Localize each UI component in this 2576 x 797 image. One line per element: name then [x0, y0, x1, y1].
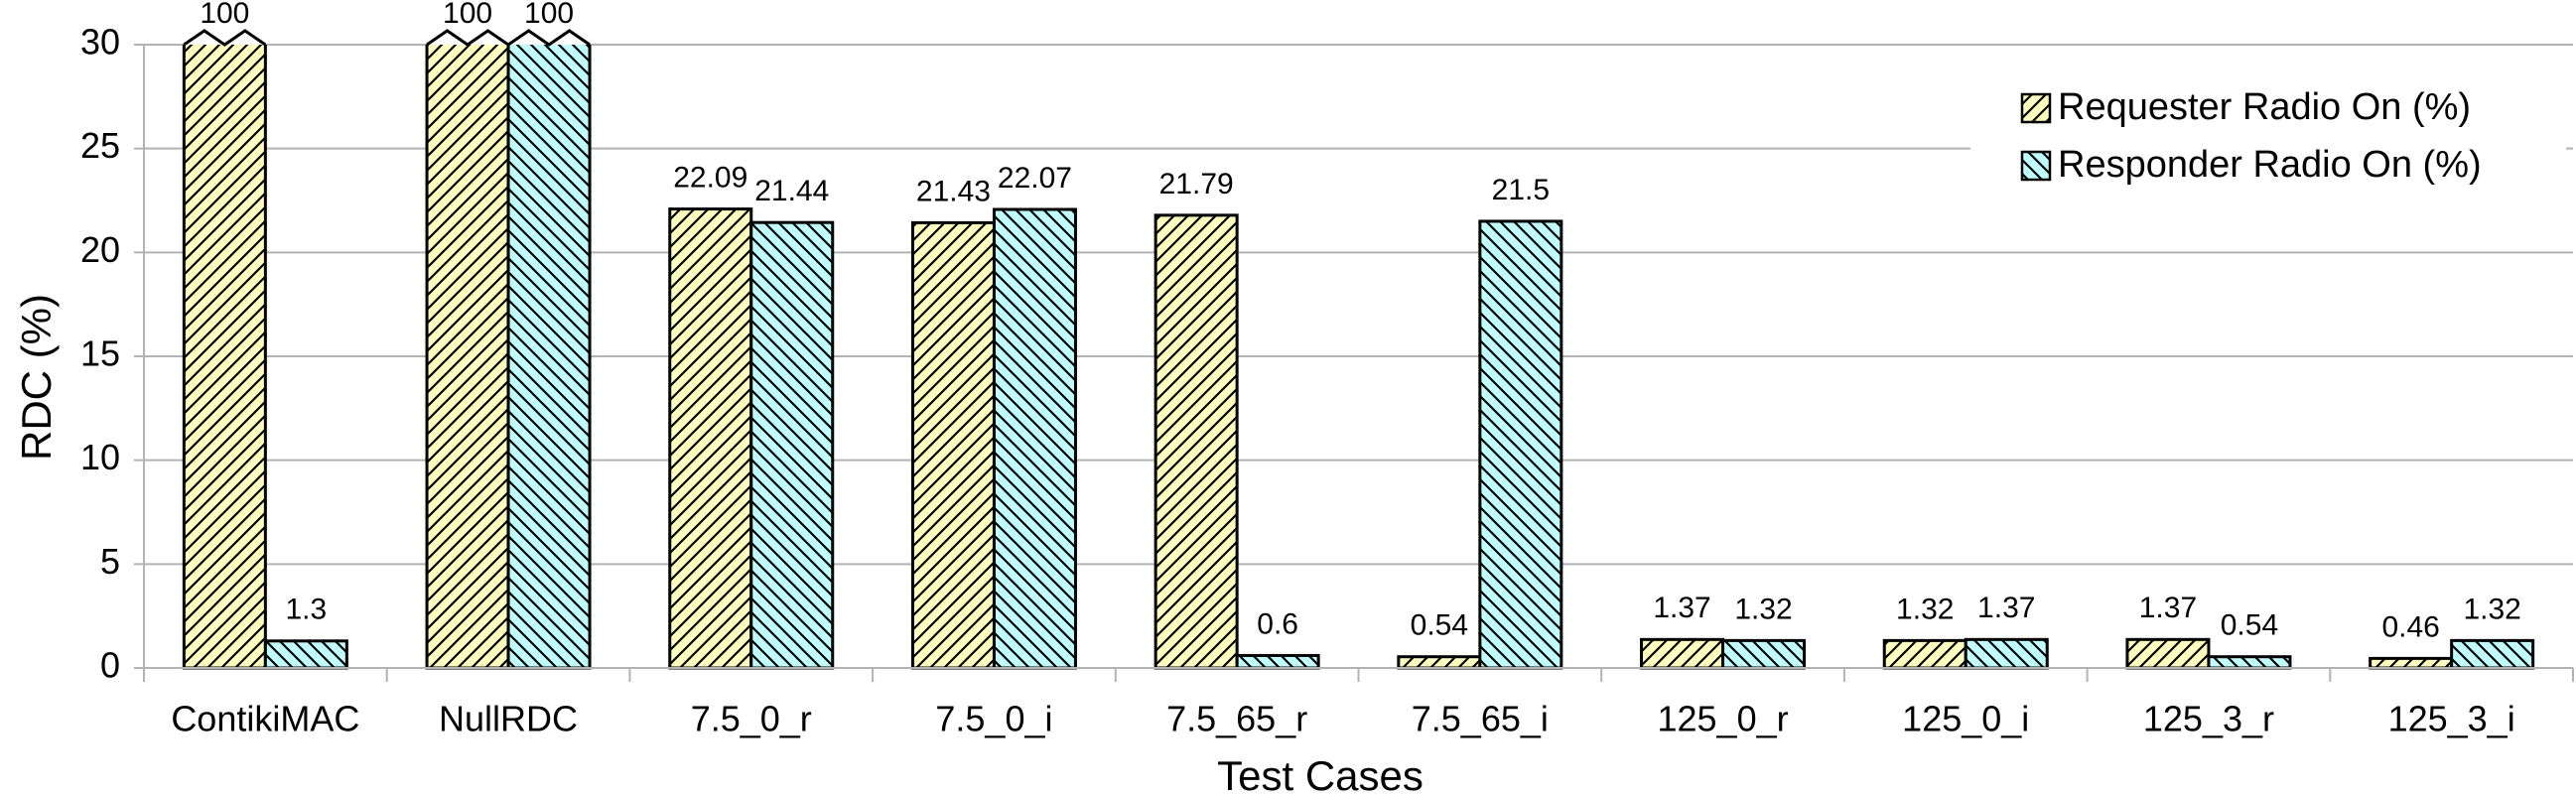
legend-box	[1970, 77, 2566, 192]
bar	[506, 45, 592, 670]
break-marker	[426, 29, 509, 47]
bar	[668, 207, 753, 670]
bar	[263, 639, 348, 670]
data-label: 1.37	[2139, 592, 2197, 624]
data-label: 0.54	[1411, 609, 1468, 642]
x-tick-label: 125_0_r	[1657, 699, 1788, 739]
y-tick-label: 25	[80, 125, 120, 166]
x-tick-label: NullRDC	[439, 699, 578, 739]
legend-swatch	[2020, 150, 2052, 182]
data-label: 21.43	[916, 175, 991, 207]
bars	[182, 45, 2535, 670]
y-tick-label: 30	[80, 22, 120, 63]
y-axis-title: RDC (%)	[13, 294, 60, 461]
bar	[992, 207, 1077, 670]
data-label: 1.3	[285, 594, 327, 626]
bar	[2369, 656, 2454, 670]
bar	[1397, 655, 1482, 670]
data-label: 0.6	[1257, 607, 1298, 640]
y-tick-label: 0	[100, 645, 120, 686]
x-axis-title: Test Cases	[1217, 752, 1424, 797]
data-label: 100	[443, 0, 492, 30]
x-tick-label: 7.5_65_i	[1412, 699, 1549, 739]
bar	[425, 45, 510, 670]
break-marker	[183, 29, 267, 47]
bar	[749, 220, 835, 670]
overlay: 0 5 10 15 20 25 30 ContikiMAC 100 1.3 NullRDC 100 10…	[80, 0, 2574, 739]
y-tick-label: 10	[80, 437, 120, 477]
bar	[2450, 638, 2535, 670]
bar	[182, 45, 267, 670]
y-tick-label: 5	[100, 541, 120, 582]
data-label: 22.09	[673, 162, 747, 195]
x-tick-label: 125_3_r	[2143, 699, 2274, 739]
bar	[1153, 213, 1239, 670]
legend-swatch	[2020, 92, 2052, 124]
y-tick-label: 15	[80, 333, 120, 374]
data-label: 100	[524, 0, 574, 30]
bar	[2125, 637, 2211, 670]
x-tick-label: 7.5_65_r	[1166, 699, 1307, 739]
x-tick-label: 7.5_0_i	[935, 699, 1052, 739]
data-label: 1.37	[1977, 592, 2035, 624]
data-label: 100	[200, 0, 249, 30]
data-label: 1.37	[1653, 592, 1710, 624]
bar	[1721, 638, 1807, 670]
bar	[1882, 638, 1967, 670]
bar	[1235, 653, 1320, 670]
bar	[1478, 219, 1563, 670]
data-label: 0.54	[2221, 609, 2278, 642]
data-label: 1.32	[2463, 593, 2520, 625]
legend-label: Requester Radio On (%)	[2058, 86, 2471, 128]
bar	[910, 220, 996, 670]
x-tick-label: 125_0_i	[1902, 699, 2029, 739]
data-label: 1.32	[1734, 593, 1792, 625]
data-label: 22.07	[998, 162, 1072, 195]
data-label: 21.5	[1492, 174, 1550, 206]
bar	[2207, 655, 2292, 670]
data-label: 0.46	[2381, 610, 2439, 643]
data-label: 21.79	[1159, 168, 1234, 200]
y-tick-label: 20	[80, 229, 120, 270]
legend-label: Responder Radio On (%)	[2058, 144, 2482, 186]
data-label: 1.32	[1896, 593, 1954, 625]
x-tick-label: 7.5_0_r	[691, 699, 812, 739]
bar	[1640, 637, 1725, 670]
x-tick-label: 125_3_i	[2388, 699, 2515, 739]
break-marker	[507, 29, 591, 47]
x-tick-label: ContikiMAC	[171, 699, 359, 739]
data-label: 21.44	[754, 175, 829, 207]
bar	[1964, 637, 2049, 670]
